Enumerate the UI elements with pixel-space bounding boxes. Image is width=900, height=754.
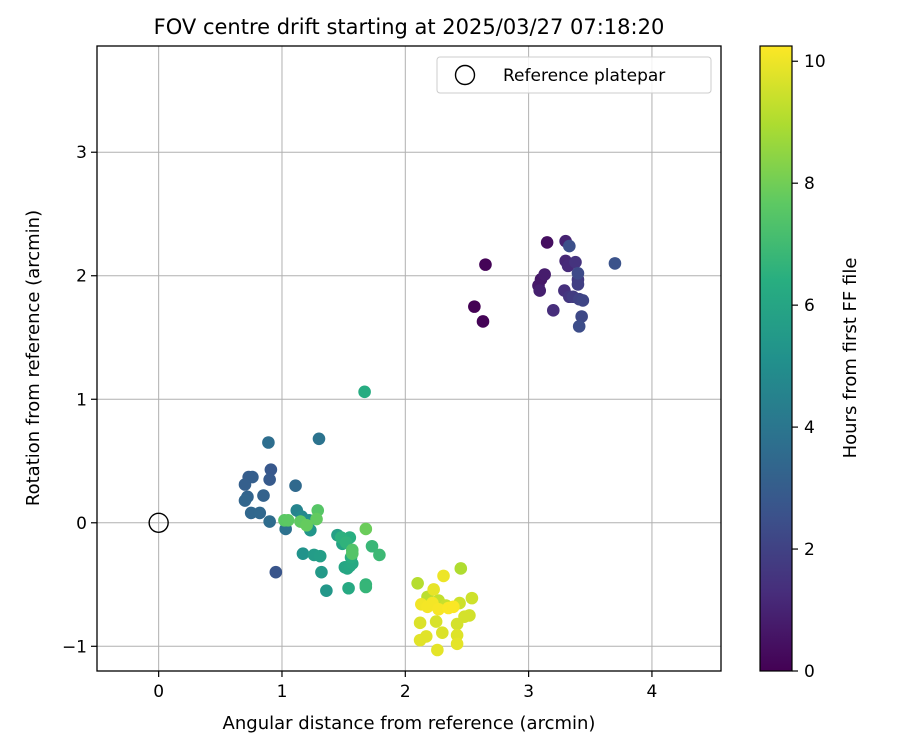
colorbar-tick-label: 8 [804,174,815,194]
data-point [253,506,267,520]
data-point [359,522,373,536]
data-point [572,320,586,333]
x-axis-label: Angular distance from reference (arcmin) [223,713,596,734]
x-tick-label: 0 [153,682,164,702]
colorbar-tick-label: 0 [804,662,815,682]
data-point [429,615,443,628]
plot-frame [96,45,722,672]
data-point [427,583,440,596]
x-axis-ticks: 0 1 2 3 4 [153,671,657,702]
data-point [358,385,371,399]
data-point [342,581,355,595]
data-point [269,565,283,579]
data-point [413,633,427,647]
data-points [238,234,622,657]
data-point [244,506,258,520]
data-point [320,584,333,598]
data-point [257,489,270,502]
data-point [300,518,313,532]
data-point [315,565,328,579]
colorbar-tick-label: 10 [804,52,826,72]
x-tick-label: 3 [523,682,534,702]
grid [97,46,721,671]
y-tick-label: 2 [76,267,87,287]
y-tick-label: 0 [76,514,87,534]
reference-platepar-marker [148,512,169,533]
data-point [571,278,585,291]
x-tick-label: 2 [400,682,411,702]
data-point [313,549,327,563]
data-point [281,514,295,527]
y-axis-ticks: −1 0 1 2 3 [62,143,97,657]
data-point [365,539,379,553]
data-point [373,548,386,562]
data-point [447,600,460,614]
data-point [476,315,490,328]
colorbar-ticks: 0 2 4 6 8 10 [792,52,826,682]
data-point [312,432,326,446]
colorbar-gradient [759,45,793,672]
data-point [413,616,427,630]
data-point [359,580,373,594]
data-point [310,512,323,526]
data-point [263,473,276,486]
legend-box [436,56,712,94]
data-point [468,300,481,313]
data-point [289,479,302,493]
data-point [262,436,275,449]
data-point [431,643,444,657]
x-tick-label: 1 [277,682,288,702]
data-point [435,626,449,640]
data-point [437,569,450,583]
colorbar: 0 2 4 6 8 10 Hours from first FF file [759,45,861,682]
data-point [479,258,492,271]
data-point [533,284,547,297]
data-point [569,255,582,269]
data-point [238,478,252,491]
data-point [540,236,554,249]
colorbar-tick-label: 2 [804,540,815,560]
data-point [450,617,464,631]
legend-reference-marker [454,64,476,86]
data-point [546,304,560,317]
data-point [575,310,588,323]
y-tick-label: 1 [76,390,87,410]
reference-marker-layer [148,512,169,533]
data-point [264,463,278,476]
data-point [571,266,585,280]
data-point [238,494,252,507]
data-point [465,591,479,605]
y-tick-label: −1 [62,637,87,657]
data-point [345,547,359,560]
y-tick-label: 3 [76,143,87,163]
legend: Reference platepar [436,56,712,94]
data-point [432,602,445,616]
x-tick-label: 4 [647,682,658,702]
data-point [576,294,590,307]
data-point [450,637,464,651]
data-point [296,547,310,560]
data-point [450,628,464,642]
chart-title: FOV centre drift starting at 2025/03/27 … [154,15,665,39]
data-point [411,577,424,590]
colorbar-label: Hours from first FF file [840,258,861,459]
colorbar-tick-label: 6 [804,296,815,316]
y-axis-label: Rotation from reference (arcmin) [23,210,44,506]
data-point [608,257,622,270]
data-point [538,268,551,281]
colorbar-tick-label: 4 [804,418,815,438]
data-point [454,562,468,575]
data-point [263,515,276,528]
legend-entry-reference: Reference platepar [503,66,665,86]
data-point [563,239,576,253]
